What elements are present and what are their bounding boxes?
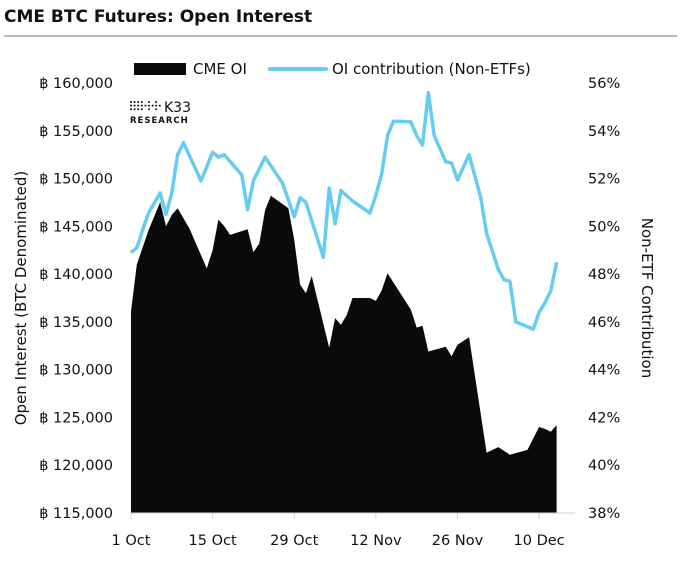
y-tick-label: ฿ 125,000 bbox=[39, 410, 113, 426]
y-axis-title: Open Interest (BTC Denominated) bbox=[12, 171, 30, 426]
y2-tick-label: 52% bbox=[588, 172, 620, 188]
y2-tick-label: 48% bbox=[588, 267, 620, 283]
logo-dot bbox=[151, 104, 154, 107]
logo-research: RESEARCH bbox=[130, 116, 189, 126]
logo-dot bbox=[137, 104, 140, 107]
y-tick-label: ฿ 150,000 bbox=[39, 172, 113, 188]
x-tick-label: 29 Oct bbox=[270, 533, 318, 549]
y-tick-label: ฿ 130,000 bbox=[39, 363, 113, 379]
y-tick-label: ฿ 135,000 bbox=[39, 315, 113, 331]
chart-title: CME BTC Futures: Open Interest bbox=[4, 7, 312, 27]
logo-dot bbox=[133, 101, 136, 103]
x-tick-label: 10 Dec bbox=[514, 533, 565, 549]
logo-dot bbox=[133, 104, 136, 107]
x-tick-label: 12 Nov bbox=[350, 533, 402, 549]
logo-dot bbox=[158, 104, 161, 107]
logo-dot bbox=[148, 104, 150, 107]
k33-logo: K33 RESEARCH bbox=[130, 100, 191, 126]
logo-dots-icon bbox=[130, 101, 161, 111]
logo-dot bbox=[144, 104, 147, 107]
logo-dot bbox=[148, 108, 150, 111]
y2-tick-label: 44% bbox=[588, 363, 620, 379]
legend: CME OI OI contribution (Non-ETFs) bbox=[134, 60, 531, 78]
y-axis-right: 56% 54% 52% 50% 48% 46% 44% 42% 40% 38% bbox=[588, 76, 620, 522]
logo-dot bbox=[133, 108, 136, 111]
y2-tick-label: 40% bbox=[588, 458, 620, 474]
logo-dot bbox=[140, 104, 143, 107]
logo-dot bbox=[140, 101, 143, 103]
logo-dot bbox=[155, 101, 158, 103]
y-tick-label: ฿ 160,000 bbox=[39, 76, 113, 92]
logo-dot bbox=[155, 104, 158, 107]
logo-dot bbox=[155, 108, 158, 111]
y-tick-label: ฿ 115,000 bbox=[39, 506, 113, 522]
y-tick-label: ฿ 145,000 bbox=[39, 219, 113, 235]
legend-label-non-etf: OI contribution (Non-ETFs) bbox=[332, 60, 531, 78]
y-tick-label: ฿ 155,000 bbox=[39, 124, 113, 140]
logo-dot bbox=[140, 108, 143, 111]
logo-k33: K33 bbox=[164, 100, 191, 116]
x-axis: 1 Oct 15 Oct 29 Oct 12 Nov 26 Nov 10 Dec bbox=[112, 513, 565, 549]
x-tick-label: 15 Oct bbox=[189, 533, 237, 549]
legend-swatch-cme-oi bbox=[134, 63, 186, 75]
legend-label-cme-oi: CME OI bbox=[193, 60, 247, 78]
non-etf-line bbox=[129, 90, 559, 331]
y2-tick-label: 46% bbox=[588, 315, 620, 331]
x-tick-label: 26 Nov bbox=[432, 533, 484, 549]
logo-dot bbox=[130, 108, 132, 111]
y2-tick-label: 42% bbox=[588, 410, 620, 426]
logo-dot bbox=[130, 101, 132, 103]
y2-tick-label: 56% bbox=[588, 76, 620, 92]
logo-dot bbox=[137, 101, 140, 103]
y2-axis-title: Non-ETF Contribution bbox=[638, 218, 656, 379]
x-tick-label: 1 Oct bbox=[112, 533, 151, 549]
y-axis-left: ฿ 160,000 ฿ 155,000 ฿ 150,000 ฿ 145,000 ฿ 14… bbox=[39, 76, 113, 522]
logo-dot bbox=[130, 104, 132, 107]
y2-tick-label: 38% bbox=[588, 506, 620, 522]
y2-tick-label: 54% bbox=[588, 124, 620, 140]
logo-dot bbox=[148, 101, 150, 103]
y-tick-label: ฿ 140,000 bbox=[39, 267, 113, 283]
cme-oi-area bbox=[131, 195, 557, 514]
logo-dot bbox=[137, 108, 140, 111]
y2-tick-label: 50% bbox=[588, 219, 620, 235]
y-tick-label: ฿ 120,000 bbox=[39, 458, 113, 474]
